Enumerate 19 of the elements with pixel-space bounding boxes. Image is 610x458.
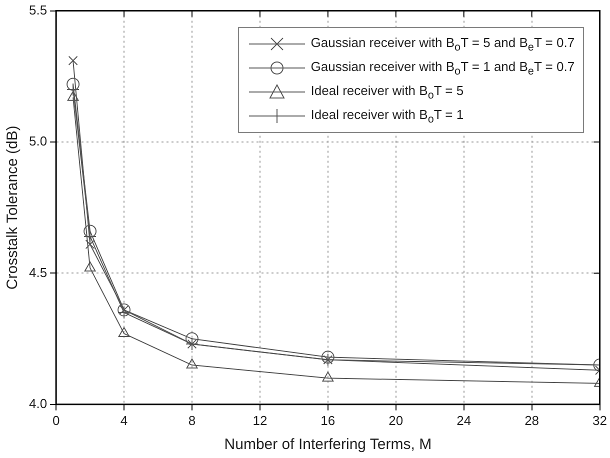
legend-label: Ideal receiver with B$_{o}$T = 1 [310,106,464,126]
y-tick-label: 4.0 [28,396,48,411]
x-tick-label: 28 [524,412,540,428]
y-tick-label: 4.5 [28,264,48,280]
x-tick-label: 20 [388,412,404,428]
y-axis-title: Crosstalk Tolerance (dB) [4,126,22,290]
legend-label: Ideal receiver with B$_{o}$T = 5 [310,82,464,102]
legend-label: Gaussian receiver with B$_{o}$T = 1 and B$_{e}$T = 0.7 [310,58,575,78]
y-tick-label: 5.5 [28,2,48,18]
x-tick-label: 32 [592,412,608,428]
legend-label: Gaussian receiver with B$_{o}$T = 5 and B$_{e}$T = 0.7 [310,34,575,54]
x-axis-title: Number of Interfering Terms, M [224,436,432,454]
y-tick-label: 5.0 [28,134,48,149]
x-tick-label: 4 [120,412,128,428]
x-tick-label: 16 [320,412,336,428]
x-tick-label: 24 [456,412,472,428]
x-tick-label: 12 [252,412,268,428]
x-tick-label: 8 [188,412,196,428]
x-tick-label: 0 [52,412,60,428]
